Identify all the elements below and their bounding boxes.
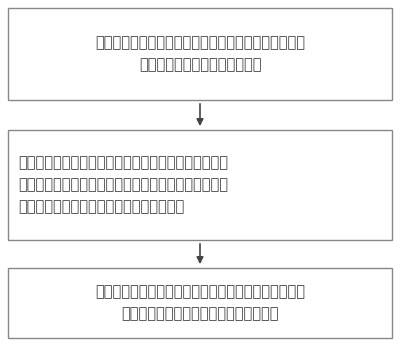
Text: 层结构材料的导热系数的关系式: 层结构材料的导热系数的关系式 (139, 57, 261, 73)
Text: 根据所述灵敏度值对选取的导热系数值进行调整，再根: 根据所述灵敏度值对选取的导热系数值进行调整，再根 (95, 284, 305, 300)
Text: 应的灵敏度的函数关系，并根据所述函数关系计算电缆: 应的灵敏度的函数关系，并根据所述函数关系计算电缆 (18, 178, 228, 193)
Text: 利用热路法计算稳态下电缆导体温度的计算值与电缆各: 利用热路法计算稳态下电缆导体温度的计算值与电缆各 (95, 35, 305, 51)
Bar (8, 130, 392, 240)
Bar (8, 268, 392, 338)
Bar (8, 8, 392, 100)
Text: 利用灵敏度原理计算电缆各层结构材料的导热系数与相: 利用灵敏度原理计算电缆各层结构材料的导热系数与相 (18, 155, 228, 171)
Text: 据调整后的导热系数值计算电缆导体温度: 据调整后的导热系数值计算电缆导体温度 (121, 307, 279, 322)
Text: 各层结构材料的导热系数所对应的灵敏度值: 各层结构材料的导热系数所对应的灵敏度值 (18, 200, 184, 215)
